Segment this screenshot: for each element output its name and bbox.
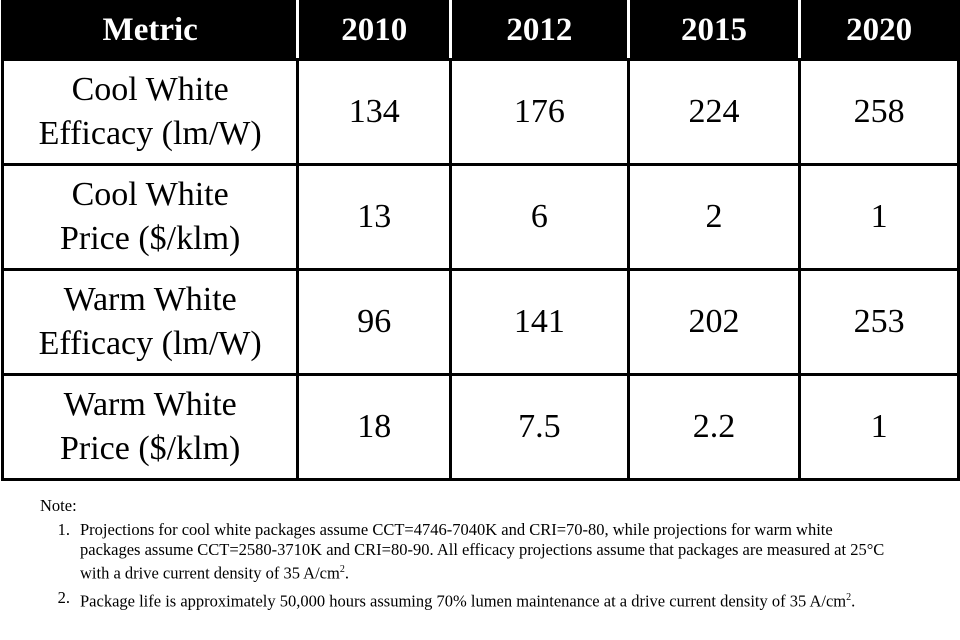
table-cell: 253 <box>798 268 960 376</box>
data-table: Metric 2010 2012 2015 2020 Cool White Efficac… <box>0 0 960 481</box>
row-label-line: Efficacy (lm/W) <box>38 115 262 152</box>
table-cell: 7.5 <box>449 373 630 481</box>
table-cell: 96 <box>296 268 453 376</box>
table-cell: 258 <box>798 58 960 166</box>
note-text: Package life is approximately 50,000 hou… <box>80 591 847 610</box>
table-cell: 13 <box>296 163 453 271</box>
note-superscript: 2 <box>846 591 852 603</box>
header-row: Metric 2010 2012 2015 2020 <box>0 0 960 61</box>
note-text-block: Projections for cool white packages assu… <box>80 520 895 584</box>
row-label-line: Price ($/klm) <box>60 430 241 467</box>
row-label-line: Warm White <box>63 386 237 423</box>
row-label-line: Cool White <box>71 176 229 213</box>
note-end: . <box>851 591 856 610</box>
note-text-block: Package life is approximately 50,000 hou… <box>80 588 895 612</box>
note-superscript: 2 <box>339 564 345 575</box>
table-cell: 2 <box>626 163 802 271</box>
table-cell: 202 <box>626 268 802 376</box>
table-cell: 224 <box>626 58 802 166</box>
note-item: 2. Package life is approximately 50,000 h… <box>40 588 940 612</box>
table-cell: 1 <box>798 163 960 271</box>
notes: Note: 1. Projections for cool white packa… <box>40 496 940 611</box>
note-number: 1. <box>57 520 70 539</box>
table-cell: 176 <box>449 58 630 166</box>
header-cell: 2012 <box>449 0 630 61</box>
table-cell: 2.2 <box>626 373 802 481</box>
row-label: Warm White Efficacy (lm/W) <box>0 268 300 376</box>
table-row: Warm White Efficacy (lm/W) 96 141 202 253 <box>0 268 960 376</box>
note-text: Projections for cool white packages assu… <box>80 520 885 583</box>
row-label-line: Cool White <box>71 71 229 108</box>
row-label: Warm White Price ($/klm) <box>0 373 300 481</box>
row-label-line: Efficacy (lm/W) <box>38 325 262 362</box>
notes-title: Note: <box>40 496 77 515</box>
table-cell: 1 <box>798 373 960 481</box>
header-cell: 2015 <box>626 0 802 61</box>
table-row: Warm White Price ($/klm) 18 7.5 2.2 1 <box>0 373 960 481</box>
row-label: Cool White Price ($/klm) <box>0 163 300 271</box>
note-end: . <box>344 563 349 583</box>
note-number: 2. <box>57 587 70 607</box>
header-cell: 2010 <box>296 0 453 61</box>
header-cell: 2020 <box>798 0 960 61</box>
table-cell: 6 <box>449 163 630 271</box>
table-row: Cool White Price ($/klm) 13 6 2 1 <box>0 163 960 271</box>
table-body: Cool White Efficacy (lm/W) 134 176 224 258 Coo… <box>0 58 960 481</box>
table-cell: 134 <box>296 58 453 166</box>
table-cell: 141 <box>449 268 630 376</box>
row-label-line: Price ($/klm) <box>60 220 241 257</box>
table-row: Cool White Efficacy (lm/W) 134 176 224 258 <box>0 58 960 166</box>
row-label-line: Warm White <box>63 281 237 318</box>
row-label: Cool White Efficacy (lm/W) <box>0 58 300 166</box>
table-cell: 18 <box>296 373 453 481</box>
note-item: 1. Projections for cool white packages as… <box>40 520 940 584</box>
header-cell: Metric <box>0 0 300 61</box>
